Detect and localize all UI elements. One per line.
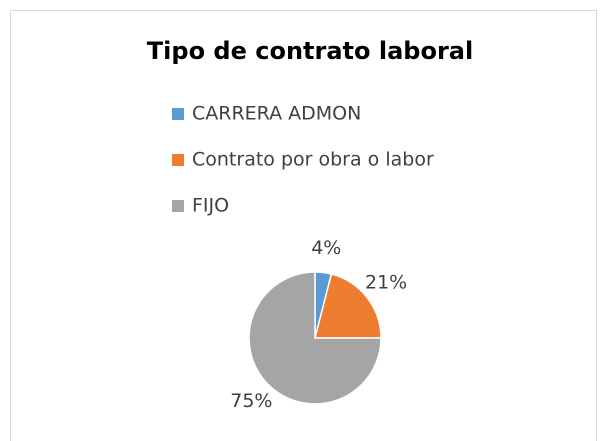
chart-title: Tipo de contrato laboral [147, 37, 473, 65]
pie-slice [248, 271, 382, 405]
legend-swatch [172, 108, 184, 120]
data-label: 75% [230, 390, 272, 412]
pie-slice [314, 273, 382, 339]
data-label: 4% [311, 237, 341, 259]
chart-border [10, 10, 597, 441]
legend-label: Contrato por obra o labor [192, 149, 434, 171]
legend-label: FIJO [192, 195, 229, 217]
legend-label: CARRERA ADMON [192, 103, 361, 125]
legend-swatch [172, 154, 184, 166]
data-label: 21% [365, 271, 407, 293]
legend-swatch [172, 200, 184, 212]
